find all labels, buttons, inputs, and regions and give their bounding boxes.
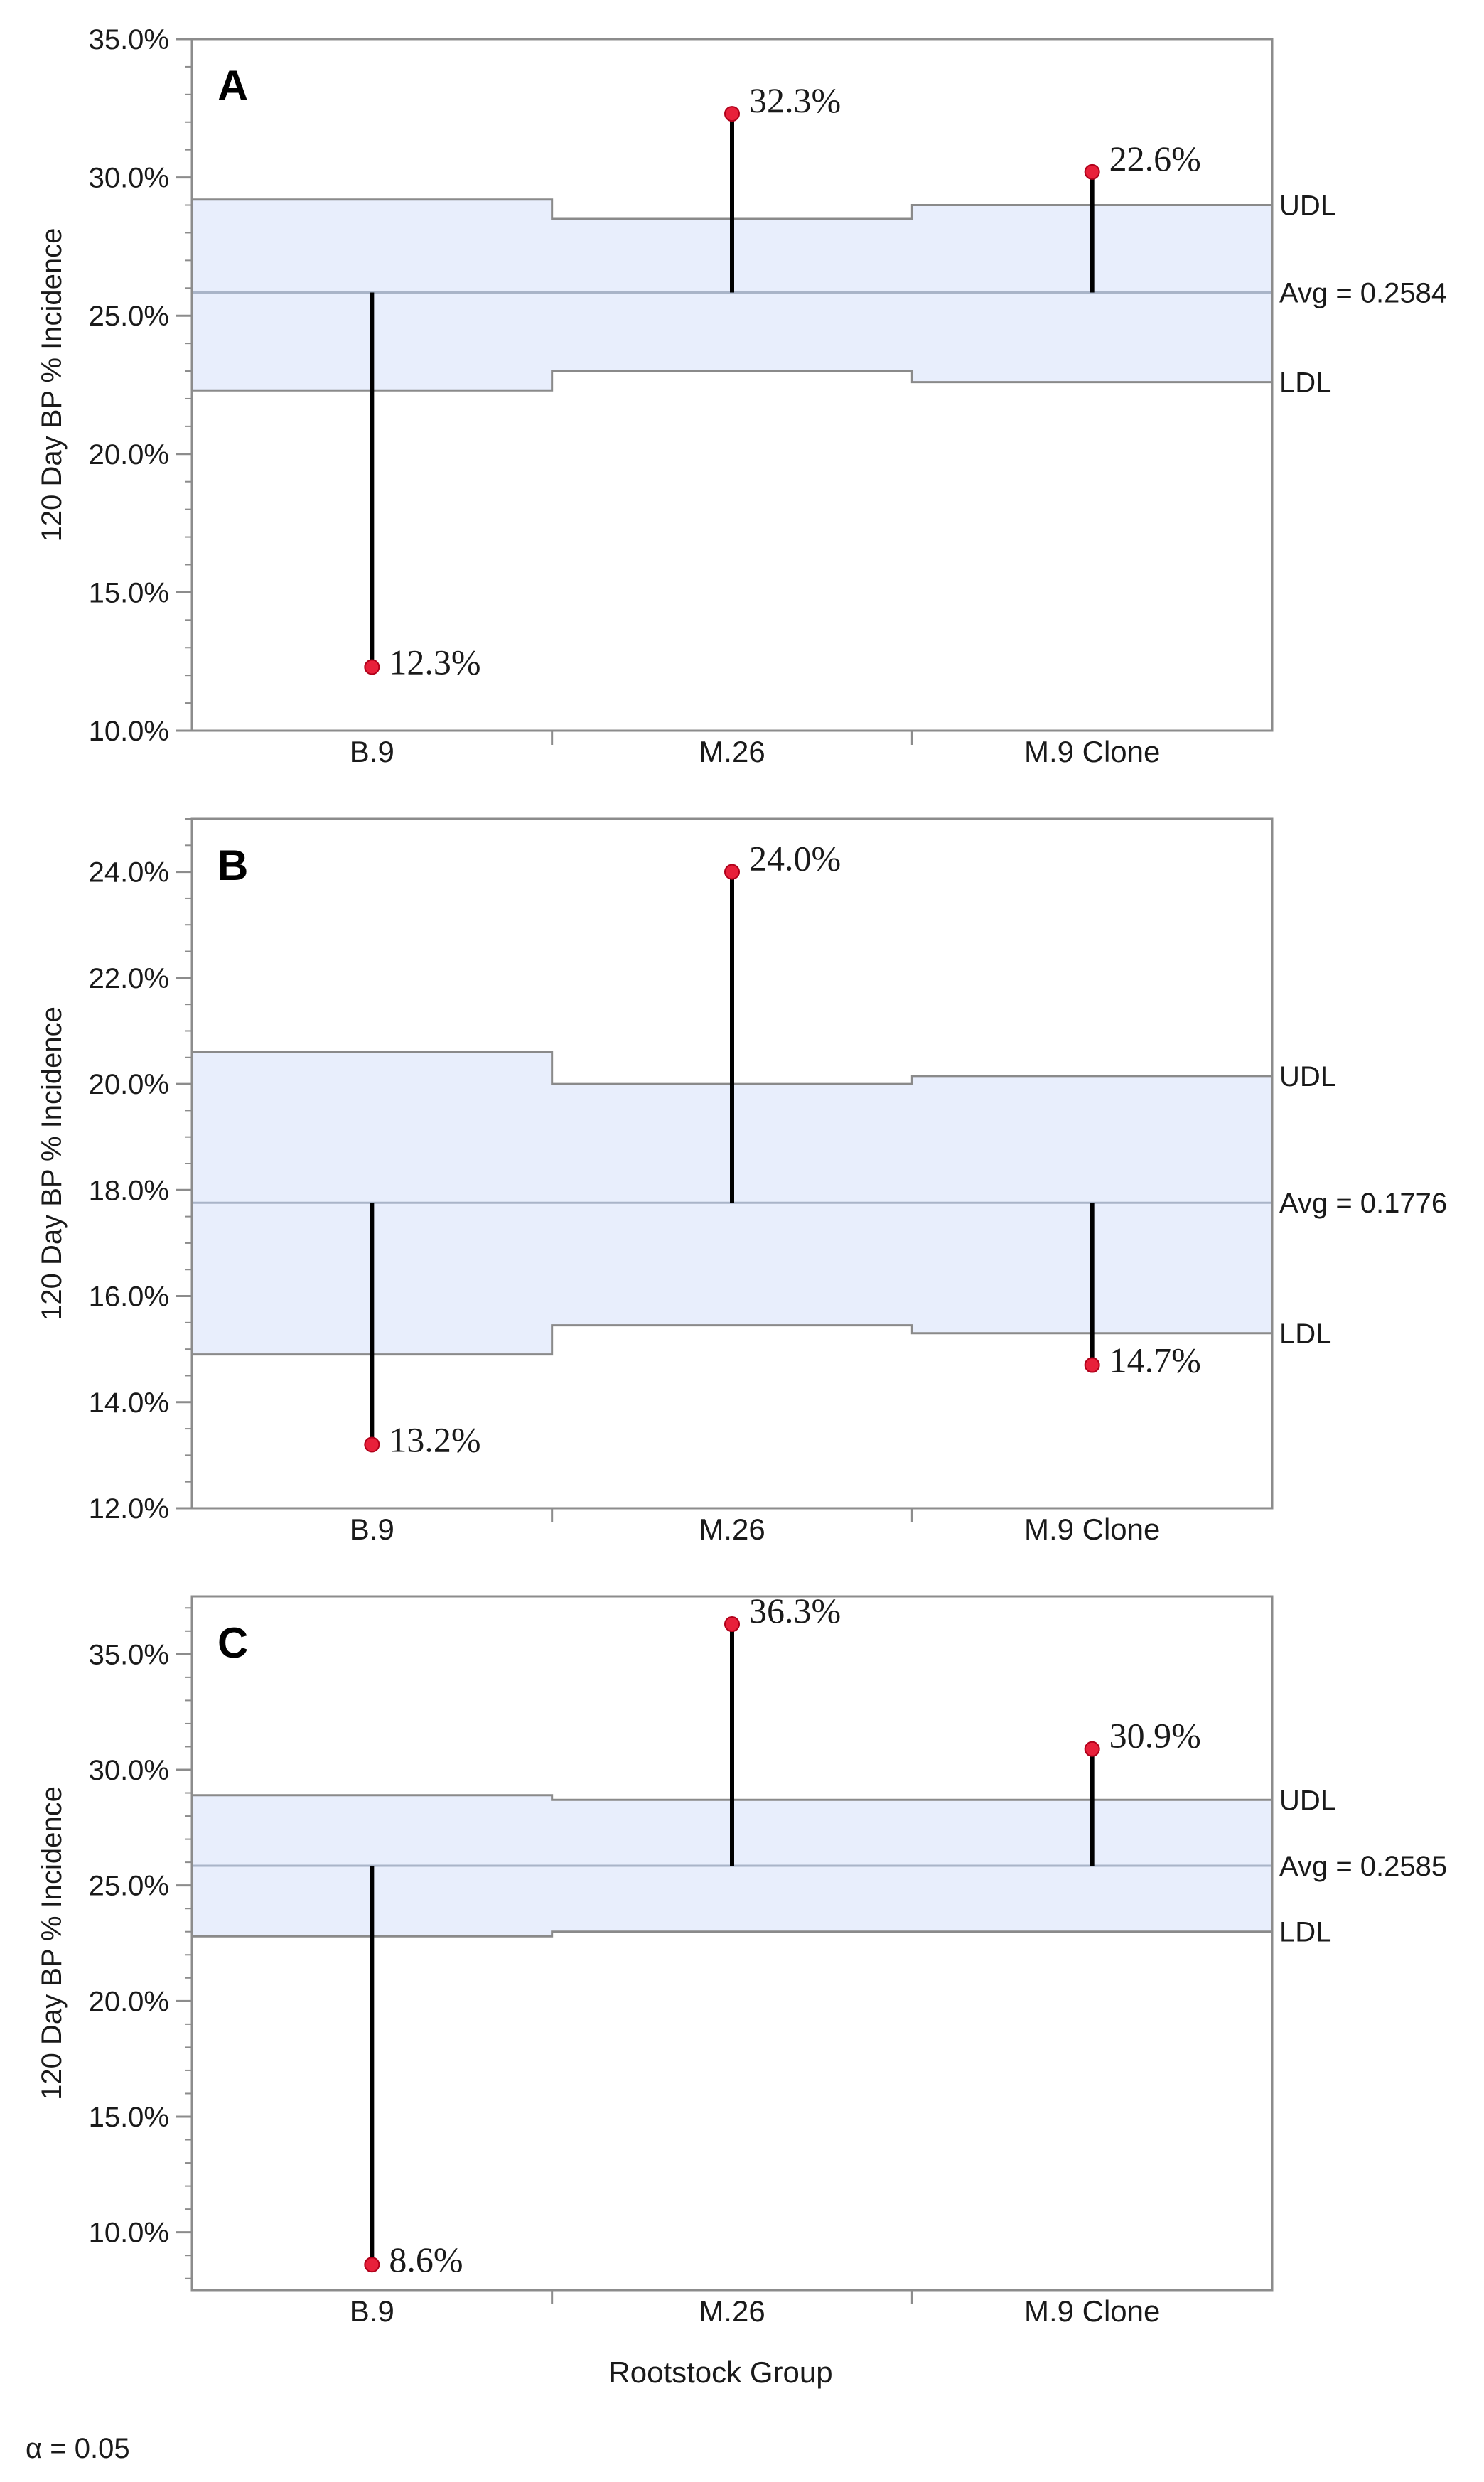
data-point [364,659,380,675]
data-value-label: 14.7% [1109,1341,1201,1380]
y-tick-label: 16.0% [89,1282,169,1313]
data-point [1084,1741,1100,1757]
y-tick-label: 24.0% [89,857,169,888]
data-value-label: 36.3% [749,1591,841,1631]
average-label: Avg = 0.2584 [1279,278,1447,309]
x-tick-label: M.26 [699,1513,765,1546]
ldl-line [192,370,1272,392]
y-tick-label: 22.0% [89,963,169,994]
y-tick-label: 20.0% [89,1069,169,1100]
y-tick-label: 30.0% [89,1755,169,1786]
x-tick-label: M.26 [699,2294,765,2328]
panel-letter: C [217,1619,248,1667]
x-tick-label: M.9 Clone [1024,2294,1160,2328]
y-axis-title: 120 Day BP % Incidence [36,1786,68,2100]
udl-line [192,1794,1272,1801]
y-tick-label: 20.0% [89,439,169,471]
data-point [364,2257,380,2273]
x-axis-title: Rootstock Group [608,2355,832,2389]
y-tick-label: 14.0% [89,1387,169,1419]
y-tick-label: 15.0% [89,577,169,608]
plot-frame [190,38,1274,732]
data-point [1084,163,1100,180]
panels: 10.0% 15.0% 20.0% 25.0% 30.0% 35.0% 120 Day BP… [36,24,1447,2328]
y-tick-label: 30.0% [89,163,169,194]
udl-label: UDL [1279,1061,1336,1092]
panel-letter: A [217,62,248,109]
anom-panel-c: 10.0% 15.0% 20.0% 25.0% 30.0% 35.0% 120 Day BP… [36,1591,1447,2328]
average-label: Avg = 0.1776 [1279,1188,1447,1219]
y-tick-label: 25.0% [89,301,169,332]
y-tick-label: 10.0% [89,716,169,747]
ldl-label: LDL [1279,1917,1331,1948]
x-tick-label: B.9 [350,735,394,768]
ldl-line [192,1324,1272,1356]
average-label: Avg = 0.2585 [1279,1851,1447,1882]
y-tick-label: 20.0% [89,1986,169,2017]
data-value-label: 12.3% [389,642,480,682]
data-point [364,1436,380,1453]
anom-panel-a: 10.0% 15.0% 20.0% 25.0% 30.0% 35.0% 120 Day BP… [36,24,1447,768]
y-tick-label: 15.0% [89,2102,169,2133]
ldl-label: LDL [1279,367,1331,399]
ldl-label: LDL [1279,1318,1331,1350]
decision-band [192,199,1272,391]
udl-label: UDL [1279,190,1336,222]
x-tick-label: M.9 Clone [1024,735,1160,768]
data-value-label: 32.3% [749,80,841,120]
data-point [1084,1357,1100,1373]
y-tick-label: 35.0% [89,24,169,55]
y-tick-label: 12.0% [89,1493,169,1525]
x-tick-label: M.26 [699,735,765,768]
data-point [724,1616,740,1633]
alpha-note: α = 0.05 [26,2433,130,2464]
panel-letter: B [217,842,248,889]
anom-panel-b: 12.0% 14.0% 16.0% 18.0% 20.0% 22.0% 24.0% 120 D… [36,817,1447,1546]
data-point [724,106,740,122]
data-point [724,864,740,880]
y-tick-label: 25.0% [89,1871,169,1902]
ldl-line [192,1930,1272,1938]
y-tick-label: 35.0% [89,1639,169,1670]
data-value-label: 13.2% [389,1419,480,1459]
data-value-label: 8.6% [389,2240,463,2279]
x-tick-label: B.9 [350,2294,394,2328]
udl-label: UDL [1279,1785,1336,1816]
x-tick-label: B.9 [350,1513,394,1546]
y-axis-title: 120 Day BP % Incidence [36,228,68,542]
plot-frame [190,1595,1274,2292]
data-value-label: 24.0% [749,839,841,879]
data-value-label: 30.9% [1109,1716,1201,1756]
data-value-label: 22.6% [1109,139,1201,178]
y-tick-label: 10.0% [89,2218,169,2249]
y-tick-label: 18.0% [89,1175,169,1206]
y-axis-title: 120 Day BP % Incidence [36,1006,68,1321]
x-tick-label: M.9 Clone [1024,1513,1160,1546]
